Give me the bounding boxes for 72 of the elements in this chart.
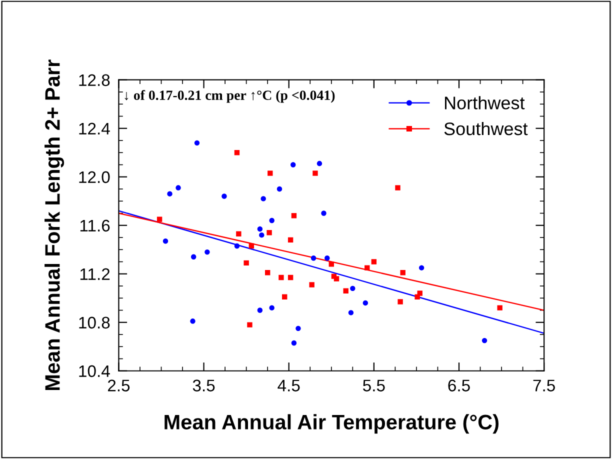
point — [156, 216, 162, 222]
point — [259, 232, 264, 238]
point — [291, 340, 297, 346]
point — [321, 210, 326, 216]
point — [268, 170, 273, 176]
point — [417, 290, 422, 296]
point — [269, 305, 274, 310]
point — [310, 256, 316, 261]
point — [348, 310, 354, 316]
point — [316, 160, 322, 166]
y-tick-label: 10.4 — [79, 365, 110, 378]
point — [343, 288, 348, 294]
legend-label: Southwest — [444, 122, 528, 136]
point — [334, 276, 340, 282]
point — [269, 218, 274, 224]
point — [194, 140, 200, 146]
point — [497, 305, 502, 310]
point — [288, 237, 294, 243]
y-axis-title: Mean Annual Fork Length 2+ Parr — [44, 60, 64, 390]
point — [278, 274, 284, 280]
y-tick-label: 11.6 — [80, 220, 110, 232]
point — [234, 150, 240, 156]
point — [418, 265, 424, 270]
point — [266, 230, 272, 236]
point — [234, 243, 240, 249]
y-tick-label: 12.8 — [79, 74, 110, 86]
point — [222, 194, 227, 199]
point — [398, 299, 403, 304]
point — [364, 265, 370, 270]
point — [167, 191, 172, 196]
point — [244, 260, 249, 266]
point — [247, 322, 252, 328]
point — [395, 185, 400, 190]
point — [296, 326, 301, 332]
x-tick-label: 4.5 — [278, 380, 300, 392]
point — [260, 196, 266, 202]
point — [162, 238, 168, 244]
legend-label: Northwest — [444, 96, 525, 110]
x-axis-title: Mean Annual Air Temperature (°C) — [164, 414, 499, 434]
point — [328, 262, 334, 267]
point — [362, 300, 368, 306]
annotation: ↓ of 0.17-0.21 cm per ↑°C (p <0.041) — [124, 90, 335, 103]
point — [324, 256, 330, 261]
point — [190, 318, 196, 324]
y-tick-label: 12.4 — [79, 122, 110, 134]
y-tick-label: 10.8 — [79, 316, 110, 329]
point — [291, 213, 297, 218]
x-tick-label: 7.5 — [533, 380, 555, 392]
x-tick-label: 6.5 — [448, 380, 470, 392]
point — [257, 226, 263, 232]
point — [371, 259, 377, 264]
point — [276, 186, 282, 192]
point — [176, 185, 181, 190]
y-tick-label: 11.2 — [80, 268, 110, 280]
point — [312, 170, 318, 176]
point — [350, 286, 356, 292]
point — [400, 270, 406, 276]
y-tick-label: 12.0 — [79, 171, 110, 184]
point — [290, 162, 296, 168]
point — [257, 308, 263, 313]
point — [204, 249, 210, 255]
point — [282, 294, 288, 300]
point — [190, 254, 196, 260]
point — [288, 274, 294, 280]
point — [309, 282, 314, 288]
point — [236, 231, 242, 236]
point — [265, 270, 270, 276]
x-tick-label: 5.5 — [363, 380, 385, 392]
x-tick-label: 3.5 — [192, 380, 215, 392]
point — [482, 338, 488, 344]
point — [248, 243, 254, 249]
x-tick-label: 2.5 — [108, 380, 130, 392]
